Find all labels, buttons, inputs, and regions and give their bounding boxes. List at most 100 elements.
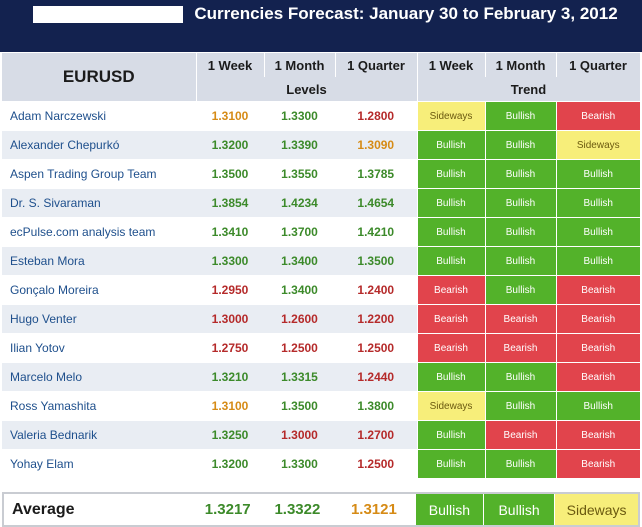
level-1month: 1.2500 [264, 333, 335, 363]
level-1month: 1.3400 [264, 275, 335, 305]
level-1week: 1.3200 [196, 130, 264, 160]
trend-1month: Bearish [484, 304, 556, 334]
levels-group-header: Levels [196, 77, 418, 102]
level-1quarter: 1.4654 [335, 188, 417, 218]
trend-1quarter: Bearish [555, 362, 640, 392]
forecast-rows: Adam Narczewski 1.3100 1.3300 1.2800 Sideway… [2, 101, 640, 478]
page-title: Currencies Forecast: January 30 to Febru… [194, 4, 618, 23]
level-1month: 1.3300 [264, 449, 335, 478]
table-row: ecPulse.com analysis team 1.3410 1.3700 1.4… [2, 217, 640, 247]
level-1month: 1.3400 [264, 246, 335, 276]
table-row: Ilian Yotov 1.2750 1.2500 1.2500 Bearish Bear… [2, 333, 640, 363]
redacted-logo-block [33, 6, 183, 23]
trend-1quarter: Bullish [555, 188, 640, 218]
average-level-1week: 1.3217 [204, 501, 251, 518]
level-1month: 1.3500 [264, 391, 335, 421]
trend-1quarter: Bearish [555, 420, 640, 450]
level-1week: 1.3300 [196, 246, 264, 276]
analyst-name: Dr. S. Sivaraman [2, 188, 196, 218]
level-1week: 1.3100 [196, 391, 264, 421]
level-1month: 1.3300 [264, 101, 335, 131]
average-trend-1month: Bullish [482, 493, 555, 526]
trend-1month: Bullish [484, 159, 556, 189]
level-1quarter: 1.3785 [335, 159, 417, 189]
trend-col-1week: 1 Week [417, 53, 486, 77]
table-row: Esteban Mora 1.3300 1.3400 1.3500 Bullish Bul… [2, 246, 640, 276]
trend-1week: Bearish [416, 304, 485, 334]
trend-1quarter: Bullish [555, 246, 640, 276]
level-1week: 1.3210 [196, 362, 264, 392]
analyst-name: Marcelo Melo [2, 362, 196, 392]
analyst-name: Gonçalo Moreira [2, 275, 196, 305]
level-1week: 1.2950 [196, 275, 264, 305]
trend-1week: Bearish [416, 275, 485, 305]
table-row: Ross Yamashita 1.3100 1.3500 1.3800 Sideways… [2, 391, 640, 421]
trend-1month: Bearish [484, 333, 556, 363]
analyst-name: Hugo Venter [2, 304, 196, 334]
trend-group-header: Trend [417, 77, 641, 102]
level-1month: 1.3390 [264, 130, 335, 160]
level-1quarter: 1.2440 [335, 362, 417, 392]
trend-1week: Bullish [416, 449, 485, 478]
levels-col-1month: 1 Month [264, 53, 336, 77]
level-1week: 1.3100 [196, 101, 264, 131]
analyst-name: Alexander Chepurkó [2, 130, 196, 160]
trend-1week: Bearish [416, 333, 485, 363]
title-banner: Currencies Forecast: January 30 to Febru… [0, 0, 642, 52]
levels-col-1week: 1 Week [196, 53, 265, 77]
trend-1quarter: Bearish [555, 275, 640, 305]
level-1quarter: 1.2700 [335, 420, 417, 450]
trend-1week: Bullish [416, 246, 485, 276]
level-1month: 1.4234 [264, 188, 335, 218]
analyst-name: Ross Yamashita [2, 391, 196, 421]
analyst-name: Ilian Yotov [2, 333, 196, 363]
currency-pair-header: EURUSD [2, 53, 197, 102]
trend-1month: Bullish [484, 449, 556, 478]
level-1quarter: 1.2200 [335, 304, 417, 334]
level-1quarter: 1.3090 [335, 130, 417, 160]
table-row: Hugo Venter 1.3000 1.2600 1.2200 Bearish Bear… [2, 304, 640, 334]
trend-1week: Bullish [416, 159, 485, 189]
trend-1month: Bullish [484, 246, 556, 276]
average-level-1quarter: 1.3121 [350, 501, 397, 518]
analyst-name: Valeria Bednarik [2, 420, 196, 450]
level-1month: 1.3000 [264, 420, 335, 450]
trend-1week: Bullish [416, 362, 485, 392]
average-row: Average 1.3217 1.3322 1.3121 Bullish Bul… [2, 492, 640, 527]
trend-1month: Bullish [484, 130, 556, 160]
level-1quarter: 1.4210 [335, 217, 417, 247]
average-trend-1week: Bullish [414, 493, 484, 526]
trend-1quarter: Bearish [555, 333, 640, 363]
trend-1quarter: Bullish [555, 391, 640, 421]
trend-1quarter: Bullish [555, 159, 640, 189]
trend-1quarter: Bearish [555, 101, 640, 131]
analyst-name: Adam Narczewski [2, 101, 196, 131]
trend-1week: Bullish [416, 130, 485, 160]
trend-1month: Bullish [484, 101, 556, 131]
level-1month: 1.2600 [264, 304, 335, 334]
table-row: Adam Narczewski 1.3100 1.3300 1.2800 Sideway… [2, 101, 640, 131]
trend-1month: Bullish [484, 217, 556, 247]
trend-1week: Bullish [416, 217, 485, 247]
level-1week: 1.3410 [196, 217, 264, 247]
trend-1quarter: Bearish [555, 304, 640, 334]
average-level-1month: 1.3322 [274, 501, 321, 518]
table-row: Valeria Bednarik 1.3250 1.3000 1.2700 Bullis… [2, 420, 640, 450]
average-label: Average [12, 500, 75, 518]
level-1week: 1.3500 [196, 159, 264, 189]
level-1quarter: 1.2500 [335, 449, 417, 478]
trend-1quarter: Bearish [555, 449, 640, 478]
level-1quarter: 1.2800 [335, 101, 417, 131]
trend-1week: Sideways [416, 101, 485, 131]
level-1quarter: 1.2400 [335, 275, 417, 305]
trend-1quarter: Bullish [555, 217, 640, 247]
level-1week: 1.2750 [196, 333, 264, 363]
analyst-name: ecPulse.com analysis team [2, 217, 196, 247]
average-separator [0, 485, 642, 492]
trend-1month: Bullish [484, 362, 556, 392]
analyst-name: Esteban Mora [2, 246, 196, 276]
trend-1month: Bullish [484, 391, 556, 421]
trend-1week: Bullish [416, 420, 485, 450]
table-row: Dr. S. Sivaraman 1.3854 1.4234 1.4654 Bullis… [2, 188, 640, 218]
